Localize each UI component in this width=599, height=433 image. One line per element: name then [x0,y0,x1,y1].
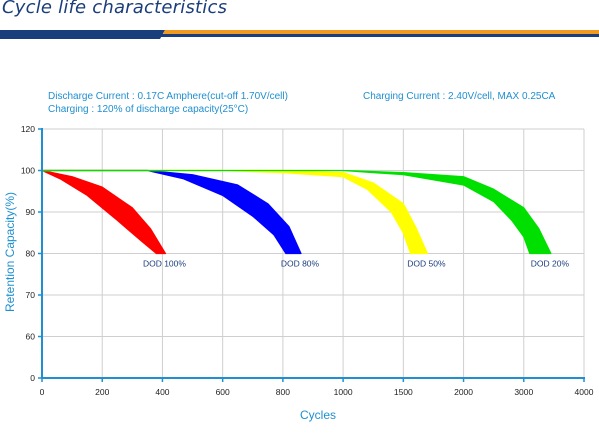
x-axis-title: Cycles [300,408,336,422]
header-navy-bar [0,30,165,39]
y-tick-label: 100 [21,166,35,176]
header-navy-line [159,34,599,37]
series-label: DOD 80% [281,259,320,269]
y-tick-label: 60 [26,332,36,342]
y-tick-label: 90 [26,207,36,217]
y-tick-label: 0 [30,373,35,383]
x-tick-label: 1000 [334,387,353,397]
grid [42,128,585,378]
series-label: DOD 50% [407,259,446,269]
x-tick-label: 0 [40,387,45,397]
x-tick-label: 400 [155,387,169,397]
charging-current-condition: Charging Current : 2.40V/cell, MAX 0.25C… [363,91,556,102]
y-axis-title: Retention Capacity(%) [3,192,17,312]
x-tick-label: 4000 [575,387,594,397]
x-tick-label: 2000 [454,387,473,397]
x-tick-label: 200 [95,387,109,397]
x-tick-label: 600 [216,387,230,397]
discharge-condition: Discharge Current : 0.17C Amphere(cut-of… [48,91,288,102]
page-title: Cycle life characteristics [2,0,228,18]
y-tick-label: 120 [21,124,35,134]
series-area [41,169,552,255]
x-tick-label: 3000 [514,387,533,397]
series-area [41,169,167,255]
x-tick-label: 800 [276,387,290,397]
axes [38,128,585,382]
charging-condition: Charging : 120% of discharge capacity(25… [48,104,248,115]
series-area [146,169,302,255]
y-tick-label: 70 [26,290,36,300]
series-area [222,169,428,255]
y-tick-label: 80 [26,249,36,259]
series-areas [41,169,552,255]
series-label: DOD 100% [143,259,186,269]
tick-labels: DOD 100% DOD 80% DOD 50% DOD 20% 0 60 70 80 90 10… [21,124,594,397]
header-orange-bar [163,30,599,34]
series-label: DOD 20% [531,259,570,269]
x-tick-label: 1500 [394,387,413,397]
